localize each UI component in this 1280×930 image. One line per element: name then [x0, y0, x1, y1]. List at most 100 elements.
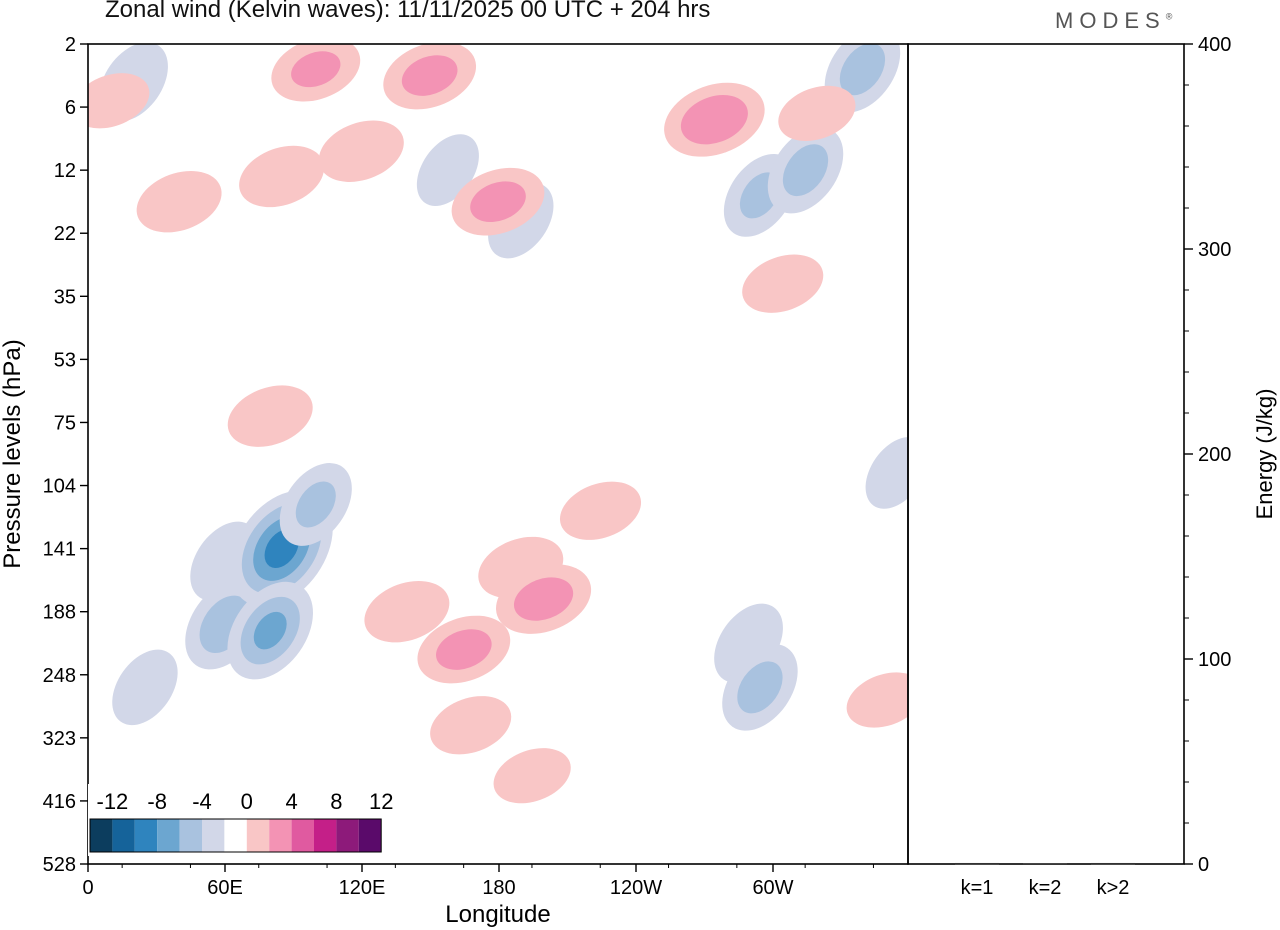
colorbar-label: 8 [330, 789, 342, 814]
wave-anomaly-7 [417, 615, 511, 684]
y-axis-label: Pressure levels (hPa) [0, 339, 26, 568]
energy-tick-label: 100 [1198, 649, 1231, 671]
wave-anomaly-27 [383, 44, 477, 110]
y-tick-label: 188 [43, 602, 76, 624]
energy-bar-k=2 [1023, 863, 1067, 865]
colorbar-swatch [224, 819, 247, 852]
wave-anomaly-18 [239, 145, 325, 208]
wave-anomaly-33 [865, 437, 908, 509]
wave-anomaly-13 [227, 385, 313, 447]
y-tick-label: 104 [43, 476, 76, 498]
energy-axis-label: Energy (J/kg) [1252, 389, 1277, 520]
anomaly-contour [470, 181, 526, 223]
wave-anomaly-15 [722, 644, 798, 731]
colorbar-label: -12 [97, 789, 129, 814]
y-tick-label: 53 [54, 349, 76, 371]
y-tick-label: 248 [43, 665, 76, 687]
colorbar-swatch [358, 819, 382, 852]
wave-anomaly-12 [493, 748, 571, 804]
anomaly-contour [88, 73, 150, 129]
colorbar-label: 4 [285, 789, 297, 814]
energy-tick-label: 300 [1198, 239, 1231, 261]
y-tick-label: 22 [54, 223, 76, 245]
y-tick-label: 323 [43, 728, 76, 750]
colorbar-label: -4 [192, 789, 212, 814]
brand-mark: ® [1165, 11, 1173, 22]
wave-anomaly-6 [364, 580, 450, 643]
anomaly-contour [136, 170, 222, 233]
colorbar-swatch [291, 819, 314, 852]
anomaly-contour [680, 95, 748, 145]
y-tick-label: 528 [43, 854, 76, 876]
brand-text: MODES [1055, 8, 1166, 33]
anomaly-contour [436, 629, 492, 670]
anomaly-contour [291, 51, 341, 88]
colorbar-swatch [112, 819, 135, 852]
colorbar-swatch [314, 819, 337, 852]
anomaly-contour [253, 611, 287, 650]
colorbar-swatch [269, 819, 292, 852]
wave-anomaly-10 [559, 481, 642, 540]
wave-anomaly-30 [778, 85, 856, 141]
wave-anomaly-32 [846, 672, 908, 728]
anomaly-contour [493, 748, 571, 804]
colorbar: -12 -8 -4 0 4 8 12 [88, 784, 393, 856]
energy-bar-k=1 [955, 862, 999, 865]
energy-tick-label: 200 [1198, 444, 1231, 466]
wave-anomaly-22 [451, 167, 545, 236]
anomaly-contour [865, 437, 908, 509]
x-tick-label: 0 [82, 877, 93, 899]
energy-bar-k>2 [1091, 862, 1135, 865]
wave-anomaly-4 [279, 463, 352, 546]
y-tick-label: 12 [54, 160, 76, 182]
wave-anomaly-25 [767, 126, 844, 214]
y-tick-label: 141 [43, 539, 76, 561]
energy-category-label: k>2 [1097, 877, 1130, 899]
wave-anomaly-11 [430, 696, 512, 755]
x-tick-label: 60E [207, 877, 243, 899]
colorbar-swatch [90, 819, 113, 852]
anomaly-contour [782, 144, 829, 197]
brand-logo: MODES® [1055, 8, 1172, 34]
x-axis-label: Longitude [445, 901, 550, 928]
colorbar-swatch [336, 819, 359, 852]
wave-anomaly-16 [742, 254, 824, 313]
energy-category-label: k=1 [961, 877, 994, 899]
anomaly-contour [227, 385, 313, 447]
chart-title: Zonal wind (Kelvin waves): 11/11/2025 00… [105, 0, 711, 23]
wave-anomaly-17 [136, 170, 222, 233]
colorbar-swatch [246, 819, 270, 852]
energy-category-label: k=2 [1029, 877, 1062, 899]
x-tick-label: 120W [610, 877, 662, 899]
wind-field [88, 44, 908, 804]
wave-anomaly-19 [318, 120, 404, 182]
anomaly-contour [430, 696, 512, 755]
wave-anomaly-9 [496, 564, 592, 634]
x-tick-label: 120E [339, 877, 386, 899]
y-tick-label: 75 [54, 412, 76, 434]
anomaly-contour [559, 481, 642, 540]
colorbar-frame [89, 818, 382, 853]
wave-anomaly-5 [112, 649, 178, 726]
anomaly-contour [742, 254, 824, 313]
energy-tick-label: 0 [1198, 854, 1209, 876]
anomaly-contour [401, 55, 458, 96]
y-tick-label: 416 [43, 791, 76, 813]
anomaly-contour [778, 85, 856, 141]
anomaly-contour [318, 120, 404, 182]
y-tick-label: 6 [65, 97, 76, 119]
energy-tick-label: 400 [1198, 34, 1231, 56]
anomaly-contour [239, 145, 325, 208]
anomaly-contour [846, 672, 908, 728]
x-tick-label: 60W [752, 877, 793, 899]
anomaly-contour [513, 577, 574, 621]
energy-panel: 0 100 200 300 400 k=1 k=2 k>2 [955, 34, 1231, 899]
anomaly-contour [839, 44, 886, 96]
anomaly-contour [364, 580, 450, 643]
anomaly-contour [112, 649, 178, 726]
x-tick-label: 180 [482, 877, 515, 899]
wave-anomaly-3 [227, 581, 313, 680]
y-tick-label: 35 [54, 286, 76, 308]
colorbar-label: 0 [241, 789, 253, 814]
